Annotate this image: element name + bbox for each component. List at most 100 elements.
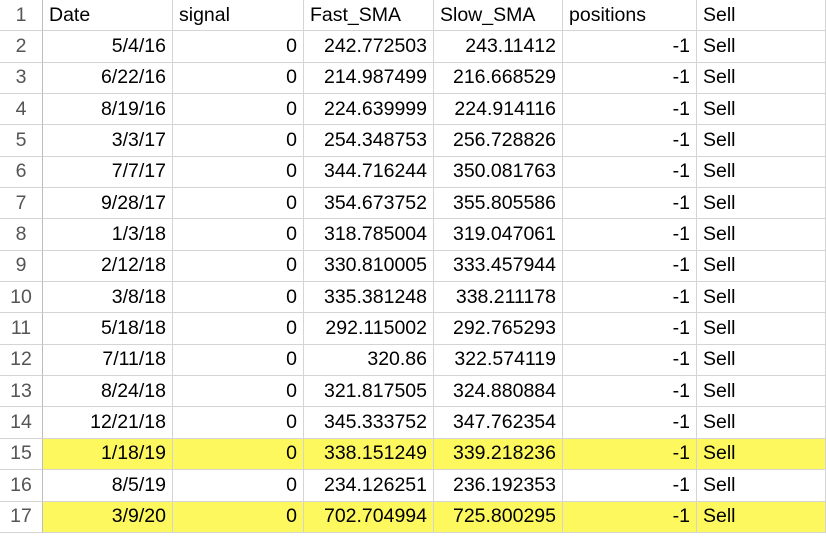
cell-signal[interactable]: 0 [173,188,304,220]
cell-slow-sma[interactable]: 355.805586 [434,188,563,220]
cell-sell[interactable]: Sell [697,188,826,220]
cell-date[interactable]: 2/12/18 [43,250,173,283]
row-number[interactable]: 15 [0,438,43,471]
cell-positions[interactable]: -1 [563,250,697,283]
row-number[interactable]: 1 [0,0,43,32]
cell-signal[interactable]: 0 [173,156,304,189]
cell-date[interactable]: 12/21/18 [43,407,173,439]
cell-sell[interactable]: Sell [697,407,826,439]
cell-date[interactable]: 5/18/18 [43,313,173,345]
cell-fast-sma[interactable]: 318.785004 [304,219,434,251]
header-cell-date[interactable]: Date [43,0,173,32]
cell-date[interactable]: 3/3/17 [43,125,173,157]
cell-slow-sma[interactable]: 339.218236 [434,438,563,471]
cell-date[interactable]: 9/28/17 [43,188,173,220]
cell-signal[interactable]: 0 [173,94,304,126]
cell-slow-sma[interactable]: 216.668529 [434,62,563,95]
cell-positions[interactable]: -1 [563,62,697,95]
cell-positions[interactable]: -1 [563,219,697,251]
cell-fast-sma[interactable]: 242.772503 [304,31,434,63]
cell-fast-sma[interactable]: 214.987499 [304,62,434,95]
cell-date[interactable]: 3/8/18 [43,282,173,314]
header-cell-signal[interactable]: signal [173,0,304,32]
cell-date[interactable]: 3/9/20 [43,501,173,533]
cell-signal[interactable]: 0 [173,219,304,251]
cell-fast-sma[interactable]: 335.381248 [304,282,434,314]
cell-slow-sma[interactable]: 236.192353 [434,470,563,502]
cell-date[interactable]: 8/5/19 [43,470,173,502]
row-number[interactable]: 16 [0,470,43,502]
cell-positions[interactable]: -1 [563,470,697,502]
cell-slow-sma[interactable]: 333.457944 [434,250,563,283]
cell-fast-sma[interactable]: 702.704994 [304,501,434,533]
cell-date[interactable]: 5/4/16 [43,31,173,63]
cell-signal[interactable]: 0 [173,344,304,377]
cell-date[interactable]: 6/22/16 [43,62,173,95]
cell-date[interactable]: 1/18/19 [43,438,173,471]
cell-signal[interactable]: 0 [173,313,304,345]
row-number[interactable]: 5 [0,125,43,157]
row-number[interactable]: 2 [0,31,43,63]
cell-positions[interactable]: -1 [563,313,697,345]
cell-fast-sma[interactable]: 345.333752 [304,407,434,439]
cell-fast-sma[interactable]: 330.810005 [304,250,434,283]
cell-slow-sma[interactable]: 338.211178 [434,282,563,314]
row-number[interactable]: 7 [0,188,43,220]
cell-fast-sma[interactable]: 234.126251 [304,470,434,502]
cell-sell[interactable]: Sell [697,31,826,63]
row-number[interactable]: 3 [0,62,43,95]
cell-signal[interactable]: 0 [173,31,304,63]
cell-signal[interactable]: 0 [173,250,304,283]
cell-signal[interactable]: 0 [173,470,304,502]
cell-sell[interactable]: Sell [697,313,826,345]
cell-positions[interactable]: -1 [563,501,697,533]
cell-positions[interactable]: -1 [563,125,697,157]
cell-slow-sma[interactable]: 347.762354 [434,407,563,439]
cell-date[interactable]: 8/19/16 [43,94,173,126]
cell-date[interactable]: 8/24/18 [43,376,173,408]
cell-slow-sma[interactable]: 256.728826 [434,125,563,157]
cell-positions[interactable]: -1 [563,344,697,377]
cell-date[interactable]: 7/11/18 [43,344,173,377]
cell-sell[interactable]: Sell [697,376,826,408]
cell-slow-sma[interactable]: 224.914116 [434,94,563,126]
cell-signal[interactable]: 0 [173,501,304,533]
cell-fast-sma[interactable]: 344.716244 [304,156,434,189]
cell-slow-sma[interactable]: 243.11412 [434,31,563,63]
cell-slow-sma[interactable]: 292.765293 [434,313,563,345]
header-cell-sell[interactable]: Sell [697,0,826,32]
cell-slow-sma[interactable]: 324.880884 [434,376,563,408]
header-cell-slow-sma[interactable]: Slow_SMA [434,0,563,32]
cell-sell[interactable]: Sell [697,219,826,251]
cell-sell[interactable]: Sell [697,250,826,283]
cell-fast-sma[interactable]: 254.348753 [304,125,434,157]
cell-signal[interactable]: 0 [173,62,304,95]
row-number[interactable]: 11 [0,313,43,345]
cell-fast-sma[interactable]: 321.817505 [304,376,434,408]
cell-positions[interactable]: -1 [563,407,697,439]
cell-positions[interactable]: -1 [563,94,697,126]
cell-slow-sma[interactable]: 350.081763 [434,156,563,189]
cell-fast-sma[interactable]: 338.151249 [304,438,434,471]
cell-fast-sma[interactable]: 292.115002 [304,313,434,345]
row-number[interactable]: 6 [0,156,43,189]
cell-positions[interactable]: -1 [563,156,697,189]
cell-sell[interactable]: Sell [697,94,826,126]
cell-signal[interactable]: 0 [173,407,304,439]
cell-sell[interactable]: Sell [697,282,826,314]
row-number[interactable]: 12 [0,344,43,377]
cell-slow-sma[interactable]: 725.800295 [434,501,563,533]
cell-sell[interactable]: Sell [697,438,826,471]
cell-sell[interactable]: Sell [697,344,826,377]
cell-positions[interactable]: -1 [563,282,697,314]
cell-date[interactable]: 1/3/18 [43,219,173,251]
cell-fast-sma[interactable]: 354.673752 [304,188,434,220]
cell-slow-sma[interactable]: 322.574119 [434,344,563,377]
header-cell-positions[interactable]: positions [563,0,697,32]
cell-sell[interactable]: Sell [697,156,826,189]
row-number[interactable]: 17 [0,501,43,533]
cell-positions[interactable]: -1 [563,188,697,220]
cell-date[interactable]: 7/7/17 [43,156,173,189]
cell-signal[interactable]: 0 [173,125,304,157]
row-number[interactable]: 8 [0,219,43,251]
